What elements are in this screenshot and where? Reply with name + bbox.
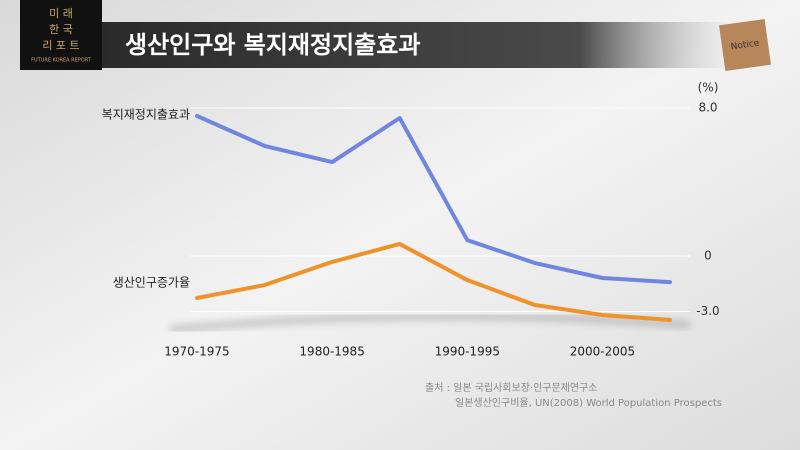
logo-line: 미 래 (49, 7, 73, 20)
source: 일본생산인구비율, UN(2008) World Population Pros… (455, 397, 722, 409)
legend-label: 복지재정지출효과 (102, 108, 190, 122)
logo-line: 리 포 트 (42, 39, 79, 52)
series-line (195, 113, 672, 285)
logo: 미 래 한 국 리 포 트 FUTURE KOREA REPORT (31, 7, 92, 64)
logo-box (20, 0, 102, 70)
title-bar (100, 22, 740, 68)
x-tick-label: 2000-2005 (570, 345, 635, 359)
badge-text: Notice (730, 38, 760, 52)
shadow (169, 312, 691, 334)
y-axis-unit: (%) (698, 81, 719, 95)
chart-title: 생산인구와 복지재정지출효과 (125, 31, 420, 59)
x-tick-label: 1970-1975 (164, 345, 229, 359)
badge-block (719, 19, 771, 71)
x-tick-label: 1990-1995 (435, 345, 500, 359)
plot: 8.0 0 -3.0 1970-1975 1980-1985 1990-1995 2000-… (164, 101, 719, 359)
source: 출처 : 일본 국립사회보장·인구문제연구소 (425, 381, 597, 394)
logo-subtitle: FUTURE KOREA REPORT (31, 58, 92, 64)
y-tick-label: 8.0 (698, 101, 717, 115)
x-tick-label: 1980-1985 (299, 345, 364, 359)
legend-label: 생산인구증가율 (113, 276, 190, 290)
logo-line: 한 국 (49, 23, 73, 36)
y-tick-label: -3.0 (696, 304, 719, 318)
y-tick-label: 0 (704, 249, 712, 263)
series-line (195, 241, 672, 323)
